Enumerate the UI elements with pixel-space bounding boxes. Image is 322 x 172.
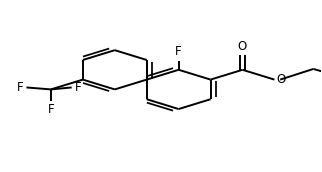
Text: F: F [75,81,81,94]
Text: F: F [175,45,182,58]
Text: O: O [276,73,285,86]
Text: F: F [48,103,54,116]
Text: O: O [238,40,247,53]
Text: F: F [17,81,23,94]
